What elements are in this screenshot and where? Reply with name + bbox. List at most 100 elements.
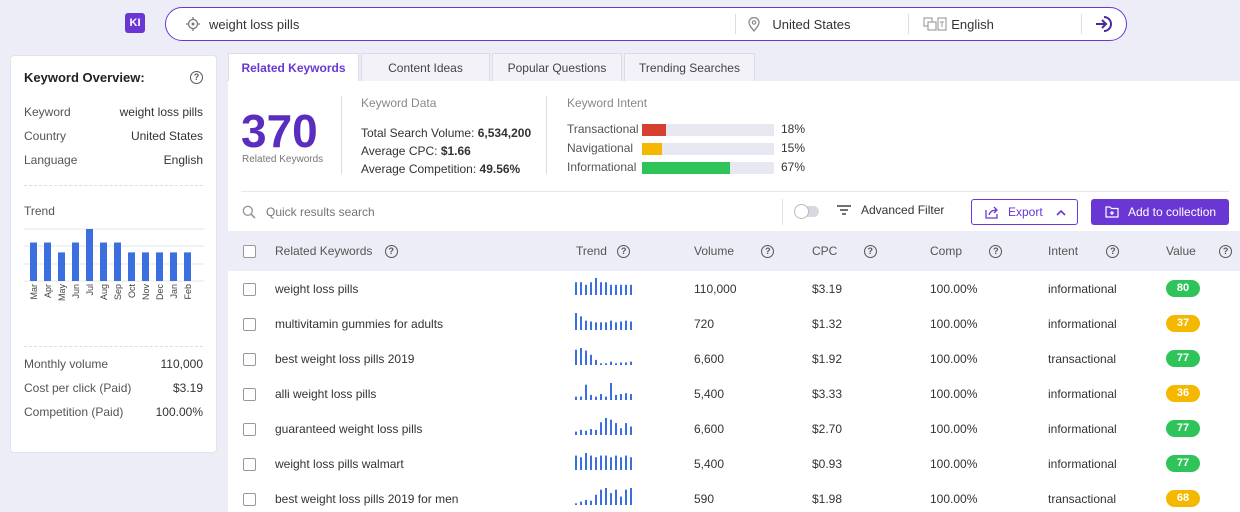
overview-row: Keyword weight loss pills — [24, 100, 203, 124]
trend-bar — [156, 252, 163, 281]
keyword-search-input[interactable]: weight loss pills — [209, 16, 300, 32]
divider — [241, 191, 1229, 192]
help-icon[interactable]: ? — [190, 70, 203, 84]
help-icon[interactable]: ? — [989, 245, 1003, 259]
sparkline-bar — [620, 321, 622, 330]
comp-cell: 100.00% — [930, 352, 978, 366]
table-row[interactable]: best weight loss pills 2019 for men 590 $1… — [228, 481, 1240, 512]
trend-bar — [170, 252, 177, 281]
help-icon[interactable]: ? — [761, 245, 775, 259]
overview-stat: Monthly volume 110,000 — [24, 352, 203, 376]
tab-related-keywords[interactable]: Related Keywords — [228, 53, 359, 81]
add-to-collection-button[interactable]: Add to collection — [1091, 199, 1229, 225]
column-header-keyword[interactable]: Related Keywords ? — [275, 244, 398, 259]
sparkline-bar — [595, 457, 597, 470]
column-header-comp[interactable]: Comp ? — [930, 244, 1003, 259]
intent-bar-fill — [642, 124, 666, 136]
table-row[interactable]: alli weight loss pills 5,400 $3.33 100.00% i… — [228, 376, 1240, 411]
submit-search-button[interactable] — [1082, 8, 1126, 40]
row-checkbox[interactable] — [243, 283, 256, 296]
intent-bar-fill — [642, 162, 731, 174]
toggle-switch[interactable] — [794, 204, 819, 219]
sparkline-bar — [590, 500, 592, 505]
select-all-checkbox[interactable] — [243, 245, 256, 258]
trend-month-label: Mar — [29, 284, 39, 300]
tab-trending-searches[interactable]: Trending Searches — [624, 53, 755, 81]
volume-cell: 5,400 — [694, 457, 725, 471]
column-header-intent[interactable]: Intent ? — [1048, 244, 1120, 259]
sparkline-bar — [585, 384, 587, 400]
value-score-badge: 80 — [1166, 280, 1200, 297]
sparkline-bar — [610, 493, 612, 505]
help-icon[interactable]: ? — [1106, 245, 1120, 259]
sparkline-bar — [630, 361, 632, 365]
table-row[interactable]: weight loss pills 110,000 $3.19 100.00% info… — [228, 271, 1240, 306]
value-score-badge: 37 — [1166, 315, 1200, 332]
intent-bar — [642, 143, 774, 155]
keyword-link[interactable]: guaranteed weight loss pills — [275, 422, 423, 436]
row-checkbox[interactable] — [243, 458, 256, 471]
keyword-link[interactable]: weight loss pills walmart — [275, 457, 404, 471]
cpc-cell: $0.93 — [812, 457, 843, 471]
intent-cell: informational — [1048, 457, 1117, 471]
row-checkbox[interactable] — [243, 493, 256, 506]
tab-popular-questions[interactable]: Popular Questions — [492, 53, 622, 81]
tab-content-ideas[interactable]: Content Ideas — [361, 53, 490, 81]
keyword-data-value: 49.56% — [479, 162, 521, 176]
row-checkbox[interactable] — [243, 318, 256, 331]
row-checkbox[interactable] — [243, 353, 256, 366]
help-icon[interactable]: ? — [1219, 245, 1233, 259]
keyword-overview-panel: Keyword Overview: ? Keyword weight loss p… — [10, 55, 217, 453]
table-row[interactable]: multivitamin gummies for adults 720 $1.32 1… — [228, 306, 1240, 341]
row-trend-sparkline — [575, 488, 632, 505]
overview-row-value: English — [163, 153, 203, 167]
advanced-filter-button[interactable]: Advanced Filter — [837, 203, 944, 217]
sparkline-bar — [595, 322, 597, 330]
keyword-link[interactable]: best weight loss pills 2019 for men — [275, 492, 459, 506]
intent-cell: transactional — [1048, 352, 1117, 366]
intent-cell: informational — [1048, 317, 1117, 331]
translate-icon — [923, 17, 947, 31]
overview-row-value: United States — [130, 129, 203, 143]
trend-bar — [58, 252, 65, 281]
sparkline-bar — [600, 394, 602, 400]
app-logo[interactable]: KI — [125, 13, 145, 33]
keyword-link[interactable]: multivitamin gummies for adults — [275, 317, 444, 331]
folder-plus-icon — [1105, 206, 1119, 218]
column-header-value[interactable]: Value ? — [1166, 244, 1233, 259]
sparkline-bar — [605, 282, 607, 295]
cpc-cell: $1.92 — [812, 352, 843, 366]
help-icon[interactable]: ? — [617, 245, 631, 259]
value-score-badge: 36 — [1166, 385, 1200, 402]
overview-stat: Cost per click (Paid) $3.19 — [24, 376, 203, 400]
table-row[interactable]: guaranteed weight loss pills 6,600 $2.70 10… — [228, 411, 1240, 446]
column-header-volume[interactable]: Volume ? — [694, 244, 775, 259]
export-button[interactable]: Export — [971, 199, 1078, 225]
sparkline-bar — [625, 423, 627, 435]
quick-search-input[interactable] — [266, 200, 566, 224]
keyword-link[interactable]: weight loss pills — [275, 282, 359, 296]
keyword-data-label: Average CPC: — [361, 144, 438, 158]
sparkline-bar — [600, 363, 602, 365]
language-select[interactable]: English — [909, 8, 1081, 40]
location-select[interactable]: United States — [736, 8, 908, 40]
comp-cell: 100.00% — [930, 317, 978, 331]
sparkline-bar — [605, 322, 607, 330]
keyword-search-segment[interactable]: weight loss pills — [166, 8, 735, 40]
table-row[interactable]: best weight loss pills 2019 6,600 $1.92 100… — [228, 341, 1240, 376]
keyword-link[interactable]: alli weight loss pills — [275, 387, 377, 401]
intent-percent: 18% — [781, 122, 806, 136]
column-header-cpc[interactable]: CPC ? — [812, 244, 877, 259]
column-header-trend[interactable]: Trend ? — [576, 244, 631, 259]
help-icon[interactable]: ? — [384, 245, 398, 259]
table-row[interactable]: weight loss pills walmart 5,400 $0.93 100.0… — [228, 446, 1240, 481]
overview-row: Country United States — [24, 124, 203, 148]
row-checkbox[interactable] — [243, 423, 256, 436]
sparkline-bar — [620, 394, 622, 400]
keyword-link[interactable]: best weight loss pills 2019 — [275, 352, 415, 366]
sparkline-bar — [610, 419, 612, 435]
help-icon[interactable]: ? — [863, 245, 877, 259]
row-checkbox[interactable] — [243, 388, 256, 401]
intent-label: Navigational — [567, 141, 634, 155]
trend-month-label: Nov — [141, 284, 151, 301]
